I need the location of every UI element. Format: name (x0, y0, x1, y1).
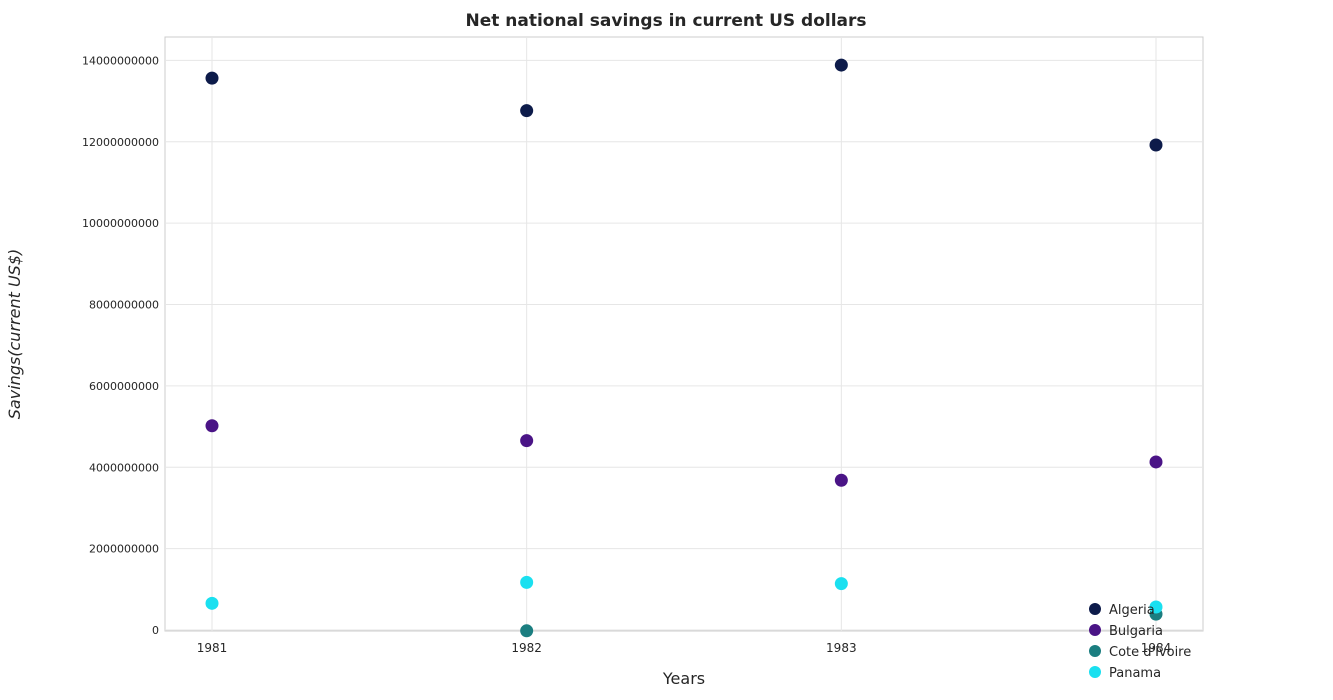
y-tick-label: 2000000000 (89, 543, 159, 556)
data-point (834, 58, 848, 72)
data-point (520, 624, 534, 638)
y-axis-label: Savings(current US$) (5, 249, 24, 419)
y-tick-label: 4000000000 (89, 461, 159, 474)
legend-marker (1089, 666, 1101, 678)
y-tick-label: 14000000000 (82, 54, 159, 67)
legend-label: Panama (1109, 666, 1161, 681)
legend-marker (1089, 624, 1101, 636)
data-point (520, 104, 534, 118)
legend: Algeria Bulgaria Cote d'Ivoire Panama (1089, 603, 1191, 681)
data-point (834, 577, 848, 591)
data-point (205, 419, 219, 433)
data-point (205, 71, 219, 85)
y-tick-label: 6000000000 (89, 380, 159, 393)
legend-label: Algeria (1109, 603, 1155, 618)
x-tick-label: 1982 (511, 641, 542, 655)
y-axis-tick-labels: 0 2000000000 4000000000 6000000000 800000000… (82, 54, 159, 637)
plot-area (164, 36, 1204, 632)
data-points (205, 58, 1163, 638)
y-tick-label: 0 (152, 624, 159, 637)
x-tick-label: 1981 (197, 641, 228, 655)
data-point (1149, 600, 1163, 614)
chart-title: Net national savings in current US dolla… (465, 11, 866, 31)
data-point (1149, 138, 1163, 152)
legend-marker (1089, 603, 1101, 615)
x-axis-tick-labels: 1981 1982 1983 1984 (197, 641, 1172, 655)
grid-lines (165, 37, 1203, 631)
y-tick-label: 8000000000 (89, 299, 159, 312)
data-point (520, 575, 534, 589)
x-axis-label: Years (662, 669, 705, 688)
x-tick-label: 1983 (826, 641, 857, 655)
x-tick-label: 1984 (1141, 641, 1172, 655)
data-point (1149, 455, 1163, 469)
y-tick-label: 12000000000 (82, 136, 159, 149)
data-point (520, 434, 534, 448)
legend-marker (1089, 645, 1101, 657)
y-tick-label: 10000000000 (82, 217, 159, 230)
data-point (834, 473, 848, 487)
data-point (205, 596, 219, 610)
legend-label: Bulgaria (1109, 624, 1163, 639)
legend-label: Cote d'Ivoire (1109, 645, 1191, 660)
